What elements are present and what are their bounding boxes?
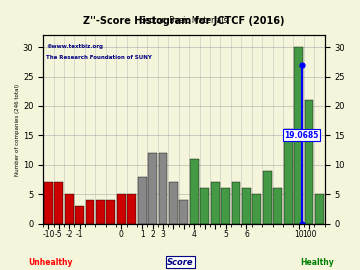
Bar (221, 188, 230, 224)
Bar (107, 200, 115, 224)
Y-axis label: Number of companies (246 total): Number of companies (246 total) (15, 83, 20, 176)
Text: ©www.textbiz.org: ©www.textbiz.org (46, 44, 103, 49)
Bar (138, 177, 147, 224)
Text: Sector: Basic Materials: Sector: Basic Materials (140, 16, 228, 25)
Bar (273, 188, 282, 224)
Bar (252, 194, 261, 224)
Bar (75, 206, 84, 224)
Bar (231, 183, 240, 224)
Text: 19.0685: 19.0685 (284, 131, 319, 140)
Bar (169, 183, 178, 224)
Text: Score: Score (167, 258, 193, 266)
Bar (294, 47, 303, 224)
Bar (65, 194, 74, 224)
Bar (159, 153, 167, 224)
Bar (117, 194, 126, 224)
Bar (242, 188, 251, 224)
Bar (284, 130, 293, 224)
Text: The Research Foundation of SUNY: The Research Foundation of SUNY (46, 55, 152, 60)
Bar (179, 200, 188, 224)
Bar (190, 159, 199, 224)
Bar (263, 171, 272, 224)
Bar (96, 200, 105, 224)
Bar (44, 183, 53, 224)
Bar (86, 200, 94, 224)
Title: Z''-Score Histogram for JCTCF (2016): Z''-Score Histogram for JCTCF (2016) (83, 16, 285, 26)
Bar (315, 194, 324, 224)
Text: Healthy: Healthy (300, 258, 334, 266)
Bar (200, 188, 209, 224)
Bar (211, 183, 220, 224)
Bar (54, 183, 63, 224)
Bar (148, 153, 157, 224)
Bar (305, 100, 314, 224)
Text: Unhealthy: Unhealthy (28, 258, 73, 266)
Bar (127, 194, 136, 224)
